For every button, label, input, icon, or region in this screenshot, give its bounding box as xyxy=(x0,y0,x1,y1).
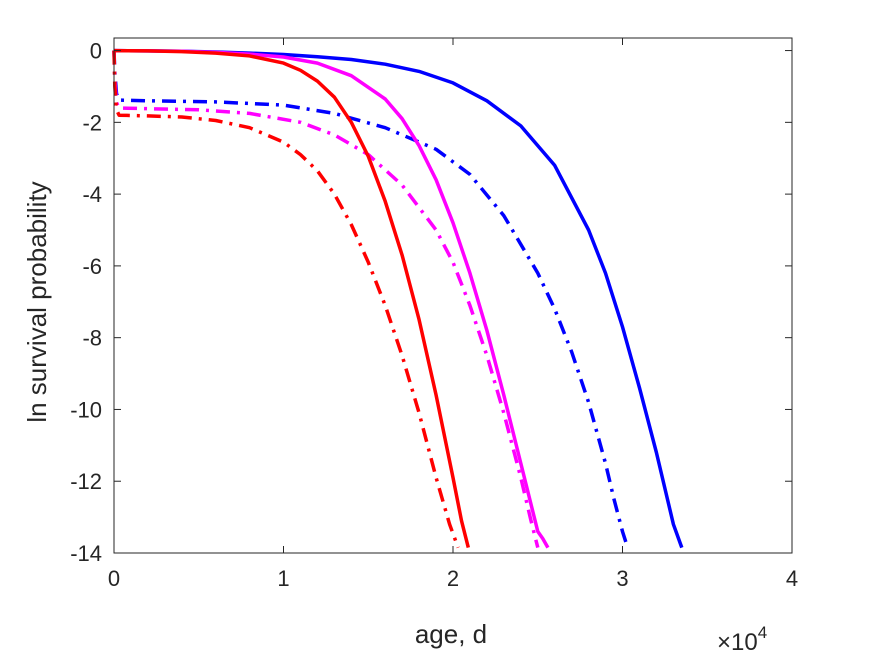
series-red-solid xyxy=(113,48,470,549)
x-axis-label: age, d xyxy=(415,619,487,649)
y-tick-label: 0 xyxy=(90,39,102,64)
y-axis-label: ln survival probability xyxy=(22,181,52,422)
y-tick-label: -10 xyxy=(70,397,102,422)
x-axis-multiplier: ×104 xyxy=(717,623,767,656)
y-tick-label: -12 xyxy=(70,469,102,494)
y-tick-label: -4 xyxy=(82,182,102,207)
multiplier-exponent: 4 xyxy=(758,623,767,642)
x-tick-label: 1 xyxy=(277,566,289,591)
y-tick-label: -8 xyxy=(82,326,102,351)
x-tick-label: 4 xyxy=(786,566,798,591)
y-axis: 0 -2 -4 -6 -8 -10 -12 -14 xyxy=(70,39,792,566)
multiplier-base: ×10 xyxy=(717,629,758,656)
x-axis: 0 1 2 3 4 xyxy=(108,38,798,591)
plot-area xyxy=(114,38,792,553)
y-tick-label: -14 xyxy=(70,541,102,566)
y-tick-label: -6 xyxy=(82,254,102,279)
series-red-dashdot xyxy=(112,50,460,549)
x-tick-label: 2 xyxy=(447,566,459,591)
x-tick-label: 0 xyxy=(108,566,120,591)
y-tick-label: -2 xyxy=(82,110,102,135)
series-blue-dashdot xyxy=(112,50,630,549)
series-layer xyxy=(112,48,684,549)
x-tick-label: 3 xyxy=(616,566,628,591)
